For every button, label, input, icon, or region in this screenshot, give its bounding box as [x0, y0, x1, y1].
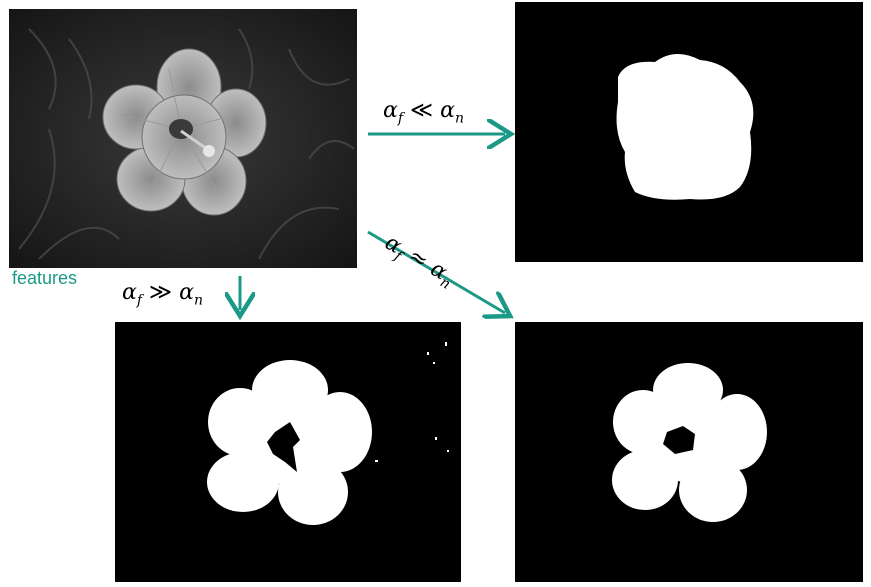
label-alpha-f-much-greater-alpha-n: αf ≫ αn	[122, 280, 203, 309]
label-alpha-f-much-less-alpha-n: αf ≪ αn	[383, 98, 464, 127]
features-label: features	[12, 268, 78, 288]
segmentation-mask-noisy	[115, 322, 461, 582]
segmentation-mask-blob	[515, 2, 863, 262]
arrow-diagonal	[367, 230, 505, 313]
segmentation-mask-clean	[515, 322, 863, 582]
flower-photo	[9, 9, 357, 268]
